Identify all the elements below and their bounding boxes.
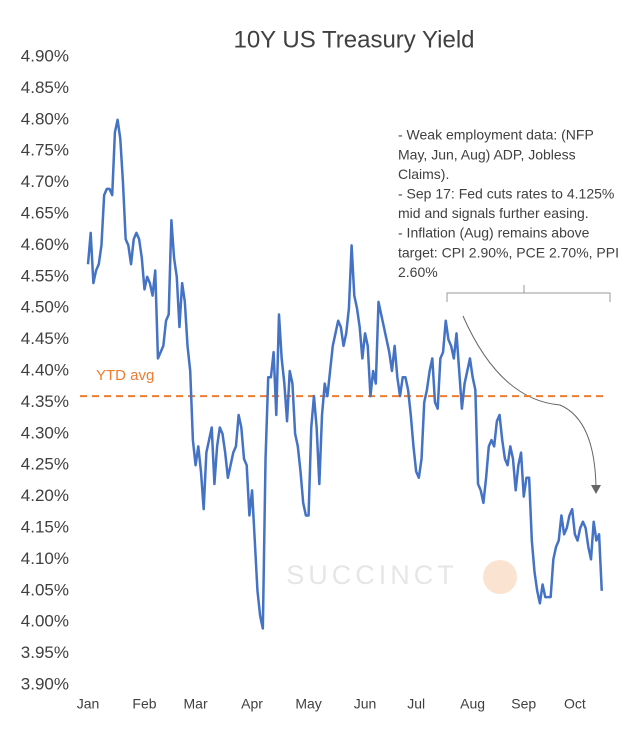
y-tick-label: 4.05% — [21, 580, 69, 599]
annotation-line: Claims). — [398, 166, 449, 182]
bracket — [446, 285, 611, 302]
y-tick-label: 4.30% — [21, 423, 69, 442]
y-tick-label: 4.25% — [21, 455, 69, 474]
arrow-head — [591, 485, 601, 494]
y-tick-label: 4.90% — [21, 46, 69, 65]
watermark: SUCCINCT — [286, 560, 458, 590]
x-tick-label: Sep — [511, 696, 536, 712]
annotation-line: 2.60% — [398, 264, 438, 280]
y-tick-label: 4.50% — [21, 298, 69, 317]
x-tick-label: May — [295, 696, 321, 712]
y-tick-label: 4.35% — [21, 392, 69, 411]
annotation-line: - Sep 17: Fed cuts rates to 4.125% — [398, 186, 614, 202]
annotation-line: May, Jun, Aug) ADP, Jobless — [398, 146, 576, 162]
y-tick-label: 3.90% — [21, 674, 69, 693]
x-tick-label: Aug — [460, 696, 485, 712]
arrow — [462, 315, 597, 489]
y-tick-label: 4.80% — [21, 109, 69, 128]
y-tick-label: 4.15% — [21, 517, 69, 536]
x-tick-label: Feb — [132, 696, 156, 712]
reference-label: YTD avg — [96, 367, 154, 384]
x-tick-label: Jul — [407, 696, 425, 712]
y-tick-label: 4.75% — [21, 141, 69, 160]
watermark-logo — [483, 560, 517, 594]
x-tick-label: Jun — [354, 696, 377, 712]
annotation-line: mid and signals further easing. — [398, 205, 589, 221]
y-tick-label: 4.20% — [21, 486, 69, 505]
y-tick-label: 4.40% — [21, 360, 69, 379]
y-tick-label: 4.10% — [21, 549, 69, 568]
y-tick-label: 4.00% — [21, 612, 69, 631]
y-tick-label: 4.60% — [21, 235, 69, 254]
y-tick-label: 3.95% — [21, 643, 69, 662]
x-tick-label: Mar — [184, 696, 208, 712]
series-line — [86, 118, 604, 630]
y-tick-label: 4.70% — [21, 172, 69, 191]
annotation-line: target: CPI 2.90%, PCE 2.70%, PPI — [398, 244, 619, 260]
y-tick-label: 4.85% — [21, 78, 69, 97]
x-tick-label: Jan — [77, 696, 100, 712]
y-tick-label: 4.55% — [21, 266, 69, 285]
annotation-line: - Weak employment data: (NFP — [398, 127, 594, 143]
x-tick-label: Apr — [241, 696, 263, 712]
chart-title: 10Y US Treasury Yield — [233, 26, 474, 53]
y-tick-label: 4.65% — [21, 203, 69, 222]
annotation-line: - Inflation (Aug) remains above — [398, 225, 590, 241]
y-tick-label: 4.45% — [21, 329, 69, 348]
x-tick-label: Oct — [564, 696, 586, 712]
